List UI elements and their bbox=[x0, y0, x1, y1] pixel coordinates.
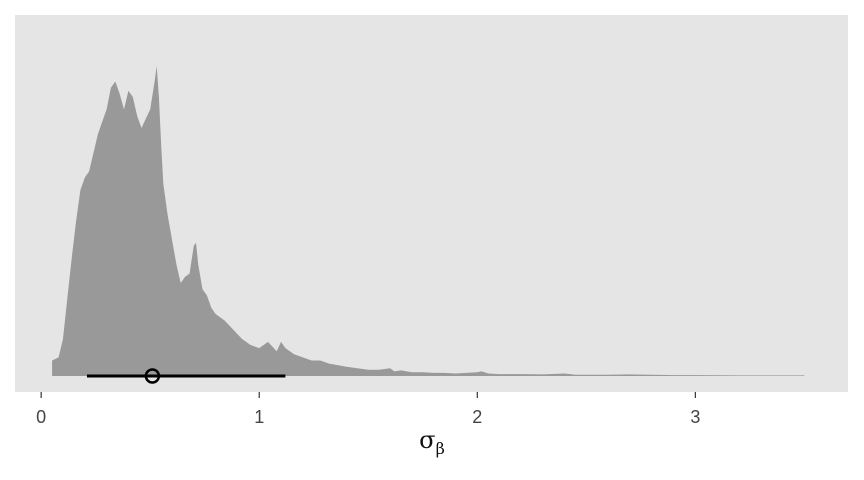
x-tick-label: 1 bbox=[254, 407, 264, 427]
point-estimate-marker bbox=[144, 368, 161, 384]
x-axis-title-symbol: σ bbox=[419, 426, 435, 454]
x-axis-title: σβ bbox=[419, 426, 445, 458]
x-tick-label: 3 bbox=[690, 407, 700, 427]
x-tick-label: 0 bbox=[36, 407, 46, 427]
x-axis-title-subscript: β bbox=[436, 439, 445, 458]
density-area bbox=[52, 66, 805, 376]
x-tick-label: 2 bbox=[472, 407, 482, 427]
x-axis: 0 1 2 3 bbox=[36, 392, 700, 427]
